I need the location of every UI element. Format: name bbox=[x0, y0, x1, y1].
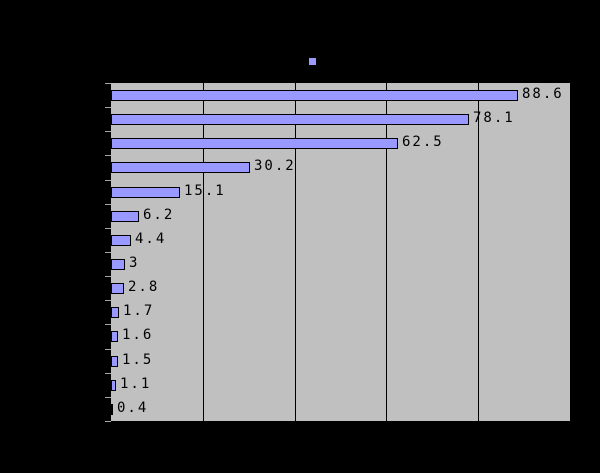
bar bbox=[111, 90, 518, 101]
y-axis-tick bbox=[105, 155, 111, 156]
y-axis-tick bbox=[105, 421, 111, 422]
bar bbox=[111, 138, 398, 149]
x-gridline bbox=[203, 83, 204, 421]
y-axis-tick bbox=[105, 228, 111, 229]
y-axis-tick bbox=[105, 107, 111, 108]
y-axis-tick bbox=[105, 252, 111, 253]
x-gridline bbox=[295, 83, 296, 421]
bar bbox=[111, 259, 125, 270]
bar bbox=[111, 283, 124, 294]
bar bbox=[111, 404, 113, 415]
y-axis-tick bbox=[105, 180, 111, 181]
bar-value-label: 30.2 bbox=[254, 158, 296, 174]
bar bbox=[111, 380, 116, 391]
bar bbox=[111, 162, 250, 173]
bar-value-label: 1.7 bbox=[123, 303, 155, 319]
bar-value-label: 88.6 bbox=[522, 86, 564, 102]
bar bbox=[111, 187, 180, 198]
bar bbox=[111, 356, 118, 367]
y-axis-tick bbox=[105, 204, 111, 205]
y-axis-tick bbox=[105, 349, 111, 350]
x-gridline bbox=[478, 83, 479, 421]
y-axis-tick bbox=[105, 131, 111, 132]
bar-value-label: 4.4 bbox=[135, 231, 167, 247]
bar-value-label: 1.6 bbox=[122, 327, 154, 343]
bar-value-label: 3 bbox=[129, 255, 140, 271]
bar-value-label: 1.5 bbox=[122, 352, 154, 368]
legend-marker-icon bbox=[308, 57, 317, 66]
bar bbox=[111, 211, 139, 222]
y-axis-tick bbox=[105, 397, 111, 398]
bar bbox=[111, 331, 118, 342]
bar-value-label: 15.1 bbox=[184, 183, 226, 199]
bar-value-label: 0.4 bbox=[117, 400, 149, 416]
y-axis-tick bbox=[105, 324, 111, 325]
bar bbox=[111, 114, 469, 125]
y-axis-tick bbox=[105, 373, 111, 374]
bar-value-label: 2.8 bbox=[128, 279, 160, 295]
bar-value-label: 1.1 bbox=[120, 376, 152, 392]
plot-area: 88.6 78.1 62.5 30.2 15.1 6.2 4.4 3 2.8 1.7 1.6 1.5 1… bbox=[105, 82, 571, 422]
y-axis-tick bbox=[105, 300, 111, 301]
bar-value-label: 78.1 bbox=[473, 110, 515, 126]
bar-value-label: 62.5 bbox=[402, 134, 444, 150]
bar bbox=[111, 307, 119, 318]
y-axis-tick bbox=[105, 276, 111, 277]
x-gridline bbox=[386, 83, 387, 421]
y-axis-tick bbox=[105, 83, 111, 84]
bar bbox=[111, 235, 131, 246]
bar-value-label: 6.2 bbox=[143, 207, 175, 223]
